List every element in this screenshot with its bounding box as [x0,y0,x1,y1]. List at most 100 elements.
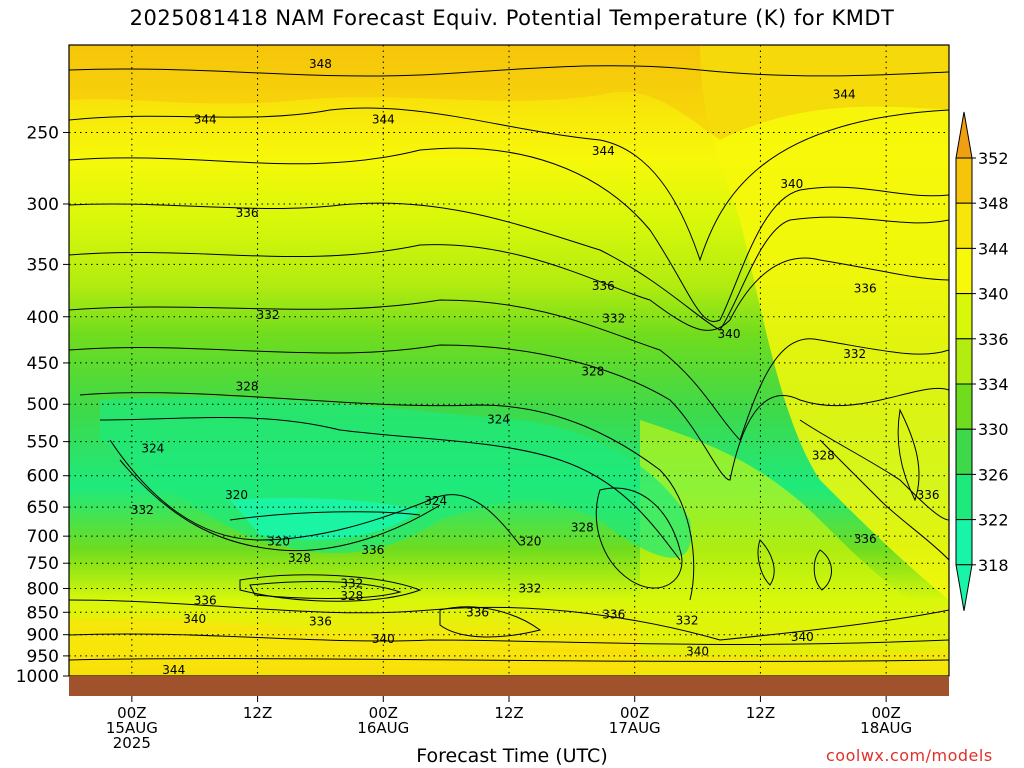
y-tick-label: 500 [27,395,59,415]
colorbar-label: 322 [978,511,1009,530]
contour-lines [69,65,949,662]
colorbar-label: 330 [978,420,1009,439]
x-tick-label: 00Z [369,704,398,722]
y-tick-label: 700 [27,527,59,547]
x-axis-title: Forecast Time (UTC) [416,745,608,767]
y-tick-label: 400 [27,308,59,328]
x-tick-label: 12Z [243,704,272,722]
x-tick-label: 2025 [113,734,151,752]
contour-label: 336 [309,614,332,628]
x-tick-label: 00Z [117,704,146,722]
contour-label: 328 [581,365,604,379]
ground-bar [69,676,949,696]
colorbar: 352 348 344 340 336 334 330 326 322 318 [955,111,1009,611]
contour-label: 340 [686,645,709,659]
contour-label: 332 [843,347,866,361]
colorbar-label: 334 [978,375,1009,394]
colorbar-swatch [955,247,973,295]
colorbar-top-arrow [955,111,973,159]
contour-label: 340 [780,177,803,191]
contour-label: 332 [257,308,280,322]
contour-label: 336 [917,488,940,502]
contour-label: 340 [183,612,206,626]
contour-label: 344 [194,113,217,127]
x-tick-label: 15AUG [106,719,158,737]
colorbar-label: 344 [978,239,1009,258]
colorbar-label: 352 [978,149,1009,168]
y-tick-label: 350 [27,255,59,275]
colorbar-swatch [955,338,973,385]
x-tick-label: 00Z [871,704,900,722]
gridlines [69,45,949,676]
contour-label: 328 [812,449,835,463]
contour-label: 340 [372,632,395,646]
colorbar-swatch [955,519,973,566]
contour-label: 344 [592,144,615,158]
contour-label: 344 [833,88,856,102]
contour-label: 336 [854,532,877,546]
x-tick-label: 16AUG [357,719,409,737]
y-tick-label: 800 [27,580,59,600]
contour-label: 332 [602,312,625,326]
y-tick-label: 750 [27,554,59,574]
contour-label: 320 [518,535,541,549]
credit-link[interactable]: coolwx.com/models [826,746,993,765]
contour-label: 328 [340,589,363,603]
colorbar-swatch [955,157,973,204]
contour-label: 332 [676,613,699,627]
contour-label: 320 [267,535,290,549]
contour-label: 328 [288,551,311,565]
y-tick-label: 850 [27,603,59,623]
contour-label: 324 [141,442,164,456]
contour-label: 332 [131,503,154,517]
y-tick-label: 550 [27,433,59,453]
contour-label: 324 [487,413,510,427]
y-tick-label: 900 [27,626,59,646]
y-axis: 250 300 350 400 450 500 550 600 650 700 750 800 850 9… [16,123,69,687]
x-tick-label: 00Z [620,704,649,722]
contour-label: 344 [162,663,185,677]
colorbar-swatch [955,473,973,521]
colorbar-label: 340 [978,285,1009,304]
contour-label: 340 [718,327,741,341]
y-tick-label: 1000 [16,667,59,687]
contour-label: 340 [791,630,814,644]
contour-label: 336 [602,608,625,622]
contour-label: 344 [372,113,395,127]
colorbar-label: 336 [978,330,1009,349]
contour-label: 320 [225,488,248,502]
colorbar-label: 318 [978,556,1009,575]
x-tick-label: 18AUG [860,719,912,737]
x-tick-label: 12Z [746,704,775,722]
contour-label: 336 [236,206,259,220]
y-tick-label: 600 [27,467,59,487]
contour-label: 328 [571,521,594,535]
colorbar-label: 326 [978,465,1009,484]
x-tick-label: 17AUG [609,719,661,737]
contour-label: 328 [236,380,259,394]
y-tick-label: 250 [27,123,59,143]
y-tick-label: 950 [27,647,59,667]
colorbar-label: 348 [978,194,1009,213]
colorbar-swatch [955,202,973,249]
contour-label: 324 [424,494,447,508]
y-tick-label: 300 [27,195,59,215]
y-tick-label: 450 [27,354,59,374]
colorbar-bottom-arrow [955,564,973,611]
contour-label: 348 [309,57,332,71]
colorbar-swatch [955,293,973,340]
x-tick-label: 12Z [494,704,523,722]
contour-label: 332 [340,577,363,591]
colorbar-swatch [955,428,973,475]
colorbar-swatch [955,383,973,430]
contour-label: 336 [854,281,877,295]
chart-title: 2025081418 NAM Forecast Equiv. Potential… [129,6,895,30]
contour-label: 336 [361,543,384,557]
y-tick-label: 650 [27,498,59,518]
contour-label: 332 [518,582,541,596]
contour-label: 336 [592,279,615,293]
contour-label: 336 [466,605,489,619]
